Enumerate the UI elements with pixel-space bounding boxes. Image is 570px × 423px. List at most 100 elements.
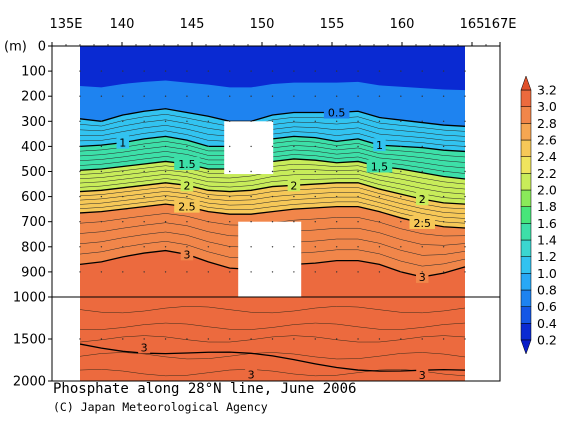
- station-dot: [335, 195, 338, 198]
- station-dot: [335, 145, 338, 148]
- contour-label: 2.5: [178, 201, 196, 214]
- colorbar-segment: [520, 223, 532, 241]
- y-tick-label: 600: [21, 190, 46, 205]
- contour-label-bg: [174, 156, 200, 170]
- y-tick-label: 1000: [13, 291, 46, 306]
- colorbar-label: 2.2: [537, 166, 557, 181]
- station-dot: [400, 338, 402, 340]
- colorbar-segment: [520, 173, 532, 191]
- station-dot: [314, 221, 316, 223]
- colorbar-segment: [520, 189, 532, 207]
- station-dot: [293, 145, 295, 148]
- station-dot: [378, 95, 381, 97]
- station-dot: [271, 95, 274, 97]
- y-tick-label: 1500: [13, 333, 46, 348]
- station-dot: [314, 120, 316, 123]
- colorbar-segment: [520, 156, 532, 174]
- station-dot: [378, 246, 381, 248]
- station-dot: [186, 246, 188, 248]
- station-dot: [122, 246, 124, 248]
- station-dot: [357, 120, 359, 123]
- station-dot: [400, 195, 402, 198]
- x-tick-label: 135E: [49, 17, 82, 32]
- colorbar-label: 3.0: [537, 99, 557, 114]
- contour-label-bg: [180, 178, 194, 192]
- station-dot: [229, 195, 231, 198]
- colorbar-label: 2.0: [537, 183, 557, 198]
- station-dot: [293, 221, 295, 223]
- colorbar-label: 0.6: [537, 299, 557, 314]
- station-dot: [79, 95, 81, 97]
- station-dot: [207, 246, 210, 248]
- x-tick-label: 167E: [483, 17, 516, 32]
- station-dot: [229, 145, 231, 148]
- station-dot: [421, 246, 423, 248]
- station-dot: [378, 170, 381, 173]
- station-dot: [143, 95, 145, 97]
- contour-line-2: [80, 182, 466, 205]
- station-dot: [100, 271, 103, 273]
- contour-label-bg: [373, 138, 386, 152]
- station-dot: [271, 246, 274, 248]
- station-dot: [79, 120, 81, 123]
- station-dot: [314, 70, 316, 72]
- station-dot: [186, 95, 188, 97]
- contour-line-minor: [80, 352, 466, 360]
- contour-line-minor: [80, 195, 466, 219]
- contour-label: 1.5: [371, 160, 389, 173]
- station-dot: [143, 271, 145, 273]
- station-dot: [357, 95, 359, 97]
- station-dot: [378, 120, 381, 123]
- station-dot: [100, 95, 103, 97]
- station-dot: [357, 145, 359, 148]
- station-dot: [271, 70, 274, 72]
- station-dot: [122, 120, 124, 123]
- station-dot: [335, 95, 338, 97]
- station-dot: [293, 195, 295, 198]
- station-dot: [250, 70, 252, 72]
- station-dot: [164, 95, 167, 97]
- colorbar-segment: [520, 106, 532, 124]
- station-dot: [207, 195, 210, 198]
- colorbar-segment: [520, 256, 532, 274]
- station-dot: [79, 145, 81, 148]
- contour-label-bg: [116, 135, 130, 149]
- contour-label-bg: [323, 105, 350, 119]
- station-dot: [378, 221, 381, 223]
- station-dot: [164, 246, 167, 248]
- contour-label-bg: [138, 340, 151, 354]
- station-dot: [293, 170, 295, 173]
- colorbar-segment: [520, 289, 532, 307]
- station-dot: [229, 338, 231, 340]
- credit-line: (C) Japan Meteorological Agency: [53, 400, 268, 414]
- station-dot: [143, 70, 145, 72]
- x-tick-label: 150: [250, 17, 275, 32]
- station-dot: [464, 70, 466, 72]
- chart-title: Phosphate along 28°N line, June 2006: [53, 381, 357, 397]
- station-dot: [122, 195, 124, 198]
- station-dot: [143, 338, 145, 340]
- y-tick-label: 100: [21, 65, 46, 80]
- station-dot: [79, 195, 81, 198]
- station-dot: [378, 271, 381, 273]
- contour-label: 3: [183, 248, 190, 261]
- y-tick-label: 900: [21, 265, 46, 280]
- contour-line-minor: [80, 199, 466, 224]
- missing-data-boxes: [224, 121, 302, 297]
- station-dot: [164, 195, 167, 198]
- station-dot: [271, 120, 274, 123]
- station-dot: [79, 221, 81, 223]
- station-dot: [186, 145, 188, 148]
- station-dot: [357, 221, 359, 223]
- station-dot: [442, 221, 445, 223]
- x-tick-label: 145: [180, 17, 205, 32]
- station-dot: [250, 120, 252, 123]
- station-dot: [442, 120, 445, 123]
- station-dot: [421, 271, 423, 273]
- station-dot: [293, 271, 295, 273]
- x-tick-label: 160: [390, 17, 415, 32]
- contour-label-bg: [366, 159, 393, 173]
- contour-label: 3: [419, 369, 426, 382]
- station-dot: [79, 70, 81, 72]
